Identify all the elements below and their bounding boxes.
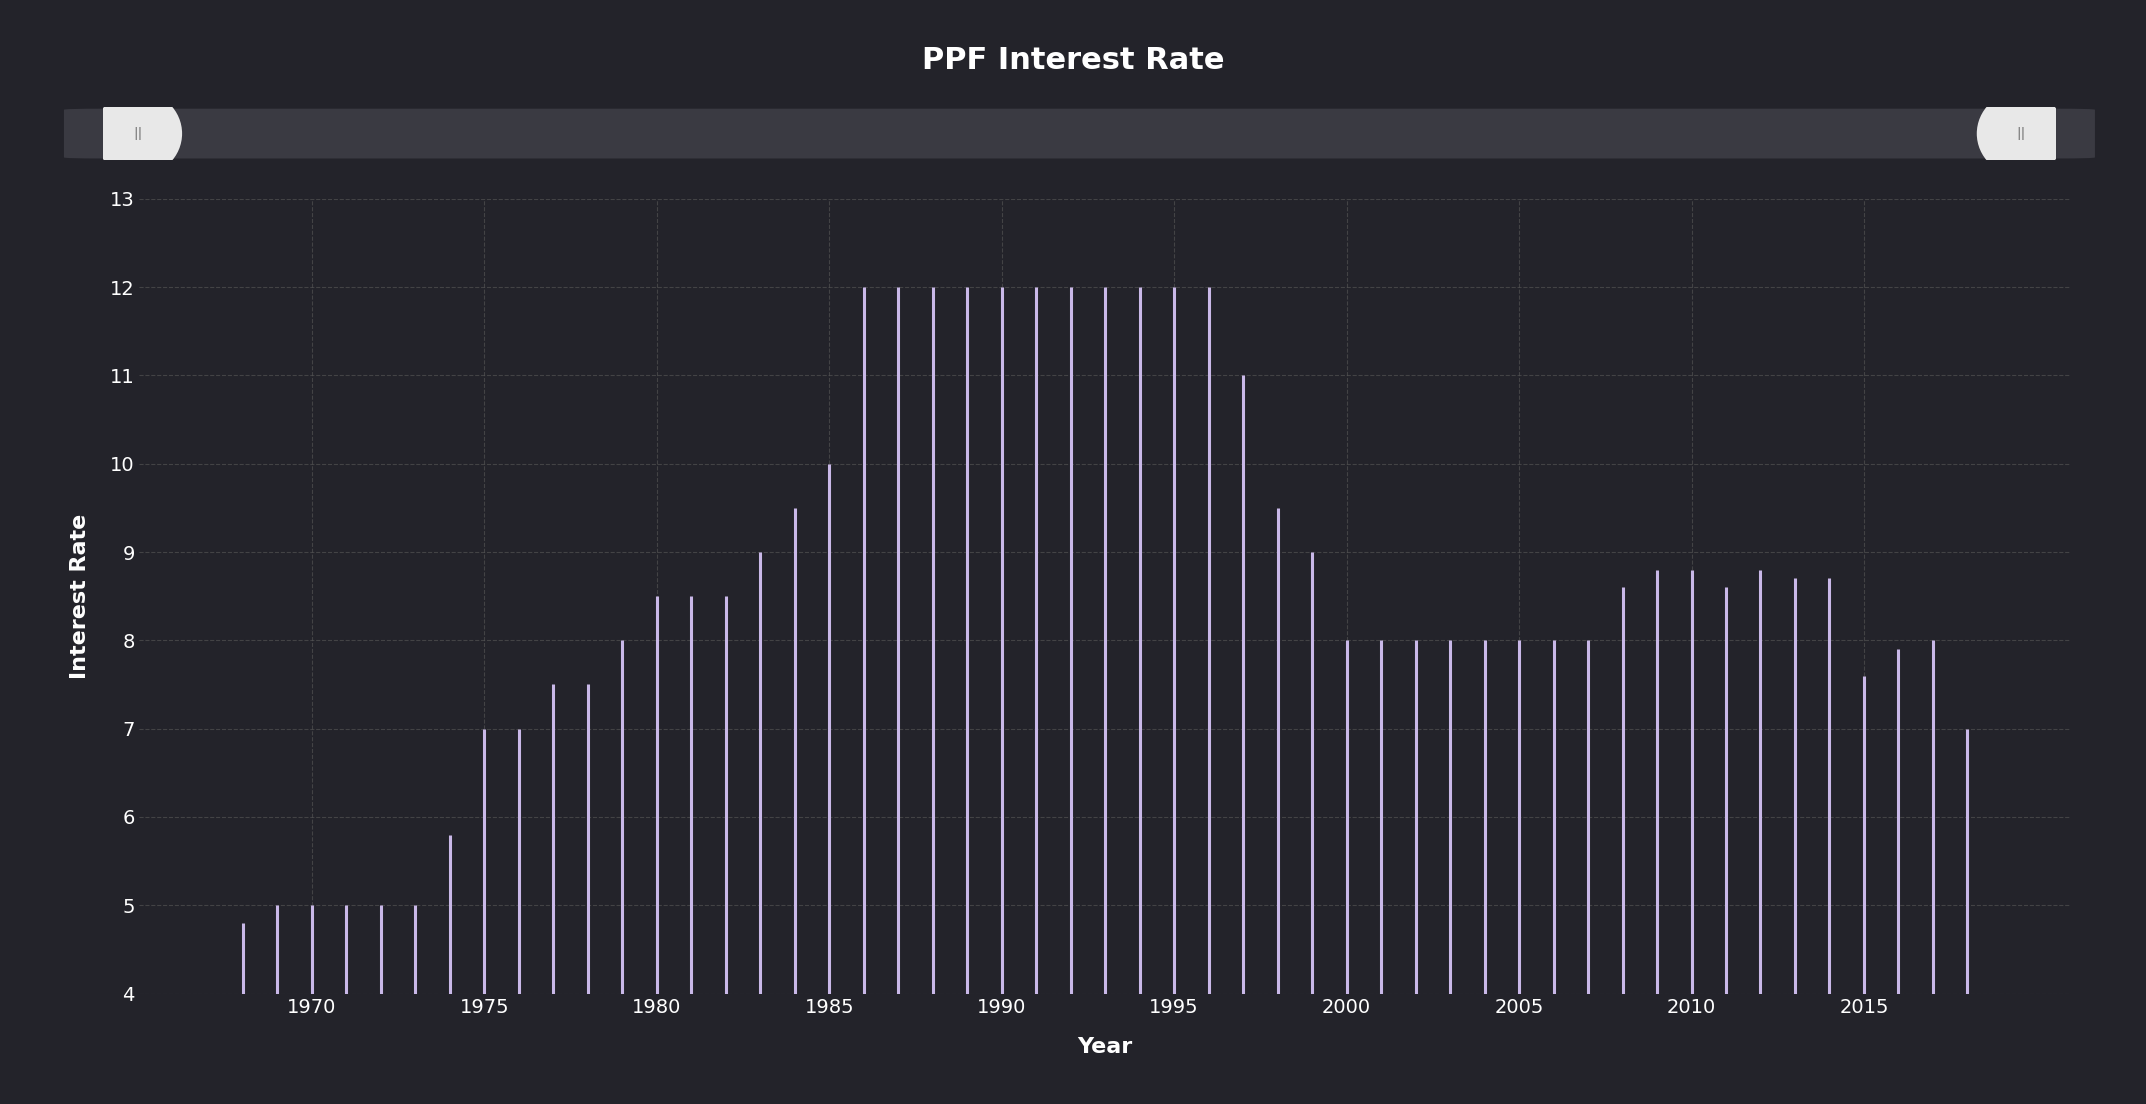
Ellipse shape xyxy=(1976,92,2064,176)
FancyBboxPatch shape xyxy=(64,108,2094,159)
X-axis label: Year: Year xyxy=(1077,1037,1133,1057)
Text: PPF Interest Rate: PPF Interest Rate xyxy=(923,46,1223,75)
Y-axis label: Interest Rate: Interest Rate xyxy=(71,513,90,679)
Text: ||: || xyxy=(2015,127,2026,140)
Text: ||: || xyxy=(133,127,144,140)
Ellipse shape xyxy=(94,92,182,176)
